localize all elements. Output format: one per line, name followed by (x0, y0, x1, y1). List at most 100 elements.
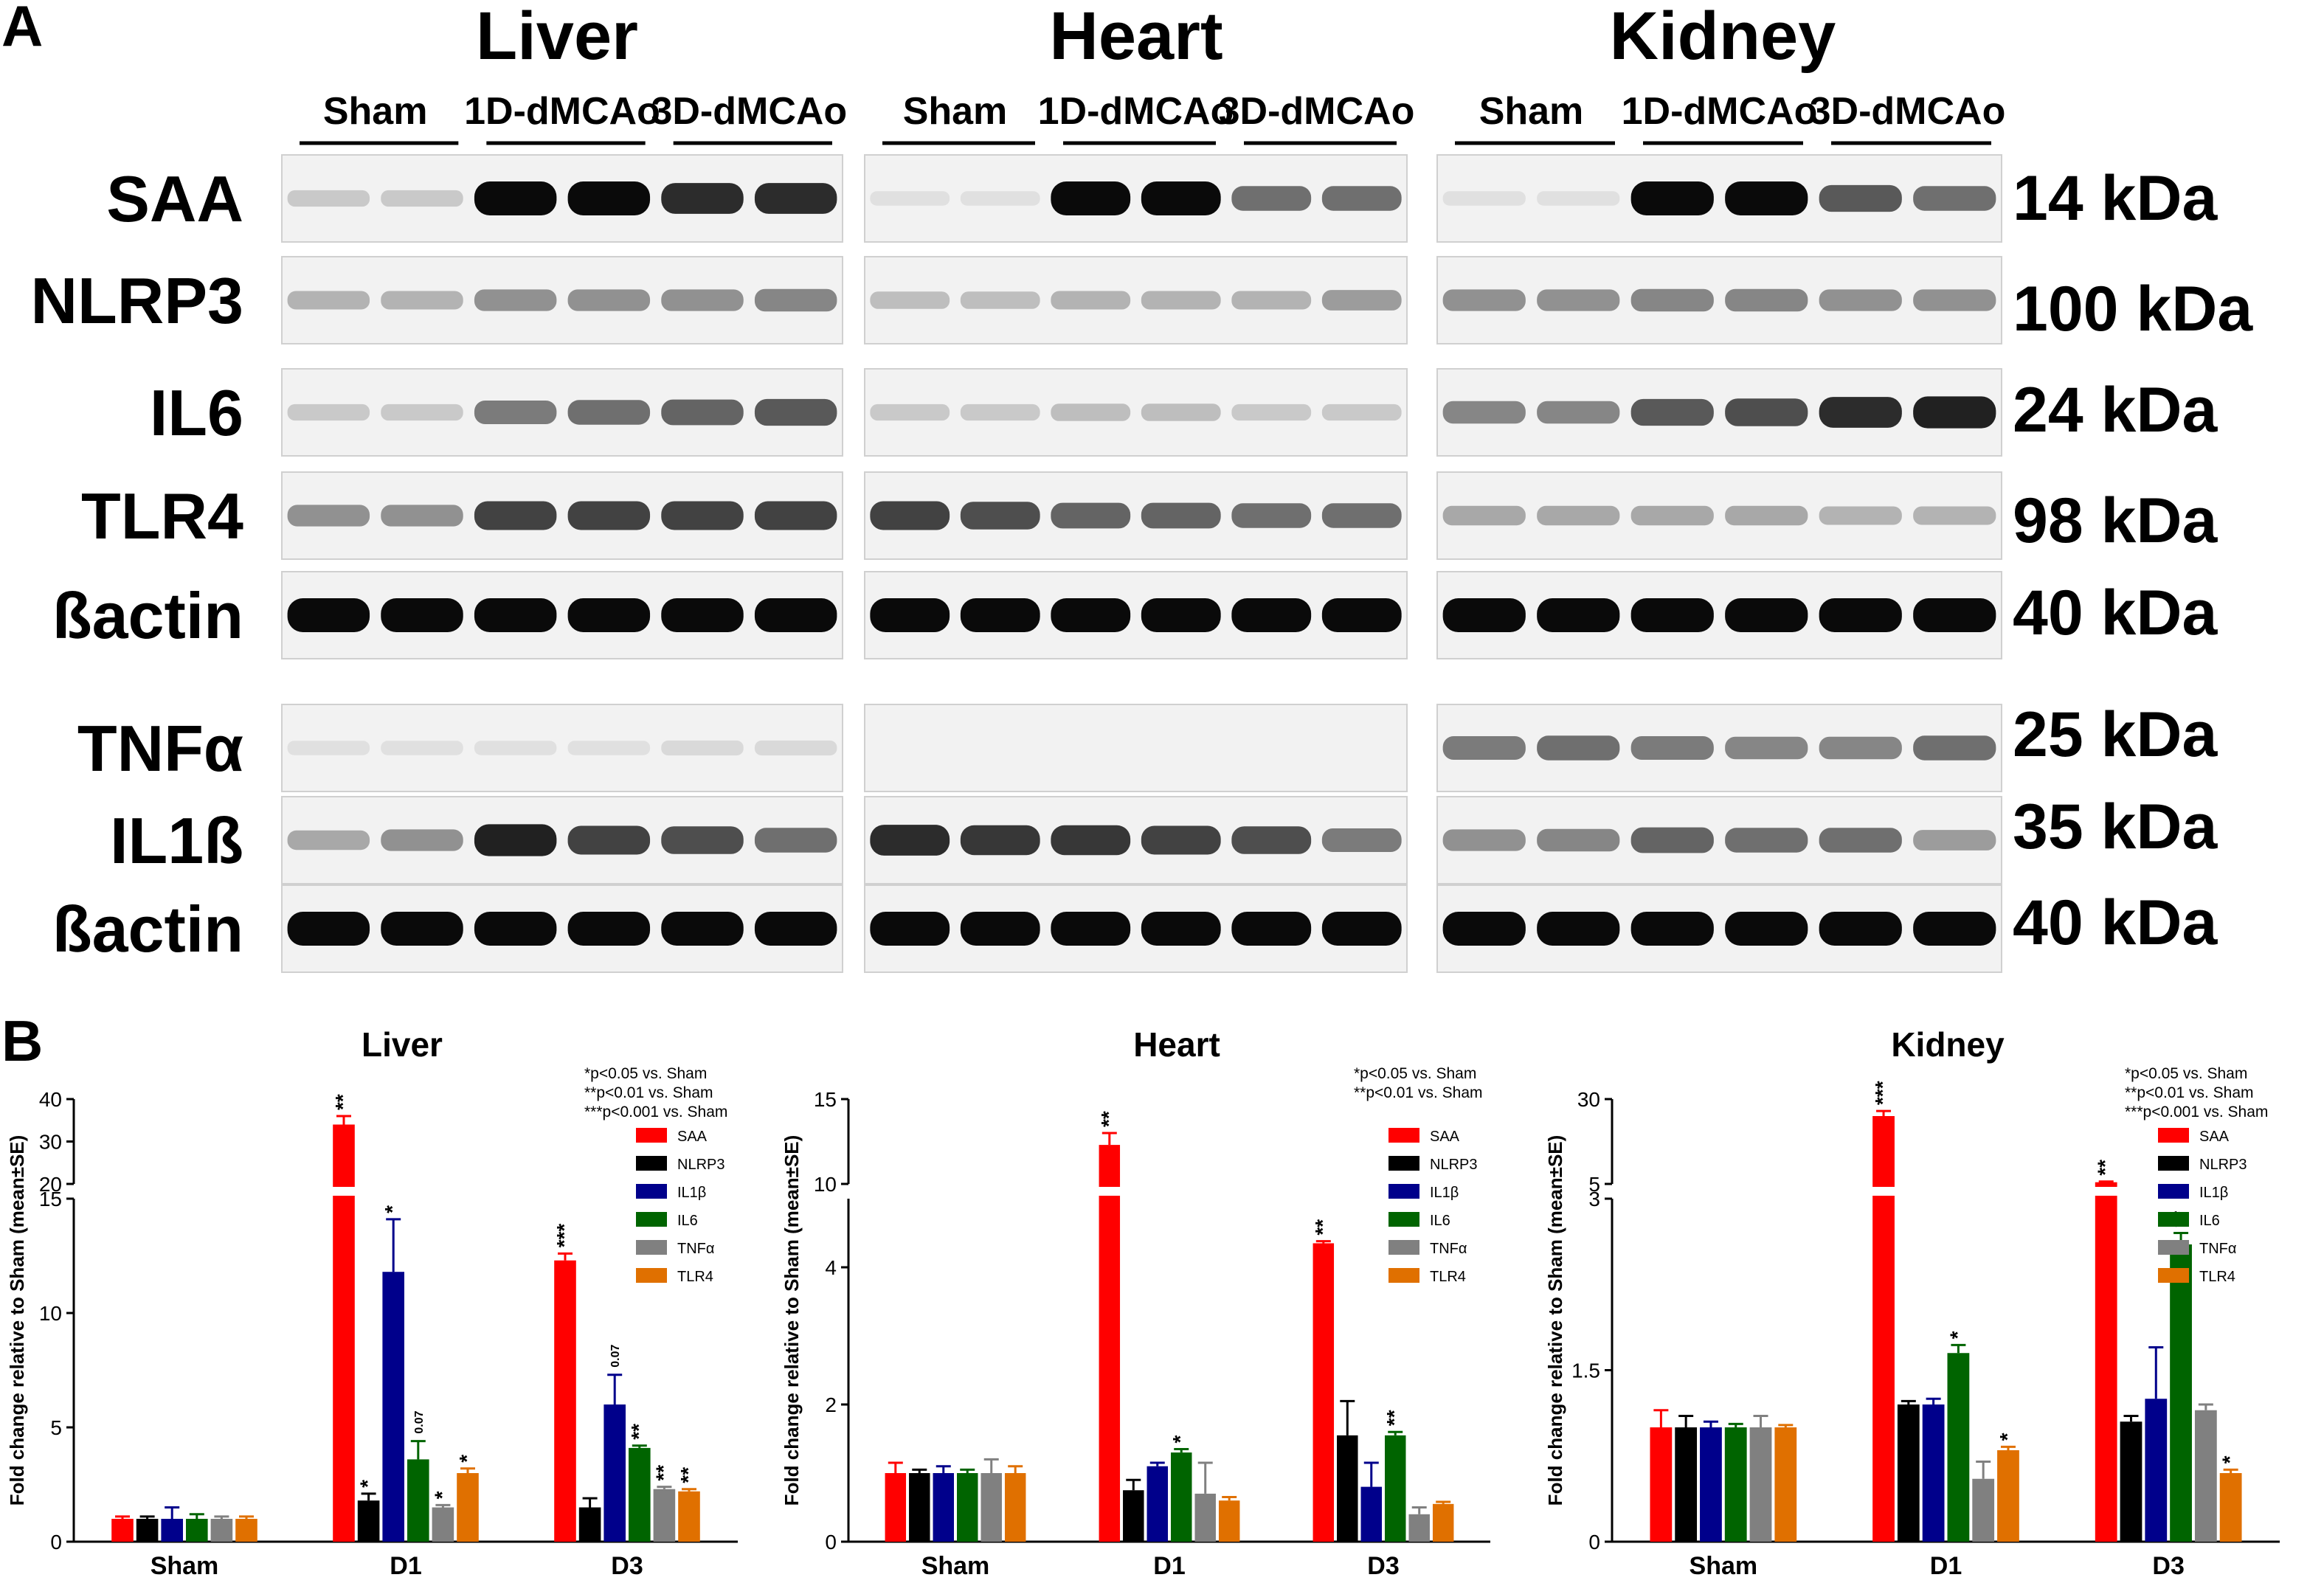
blot-band (1442, 829, 1526, 851)
x-category-label: D3 (2152, 1552, 2184, 1580)
blot-band (1913, 912, 1996, 946)
bar (1147, 1466, 1168, 1542)
y-axis-label: Fold change relative to Sham (mean±SE) (781, 1135, 803, 1506)
blot-band (567, 501, 651, 530)
bar (111, 1519, 134, 1542)
blot-band (1725, 398, 1808, 426)
bar (1650, 1427, 1673, 1542)
blot-band (1913, 598, 1996, 632)
blot-band (1725, 288, 1808, 312)
chart-title: Heart (1133, 1025, 1220, 1064)
blot-band (870, 191, 950, 206)
blot-band (661, 183, 744, 214)
legend-swatch (636, 1184, 667, 1199)
bar (2194, 1410, 2217, 1542)
y-tick-label: 20 (39, 1173, 62, 1196)
blot-band (1442, 505, 1526, 526)
legend-label: IL6 (677, 1213, 698, 1229)
blot-band (567, 741, 651, 755)
blot-strip (281, 471, 843, 560)
significance-note: ***p<0.001 vs. Sham (2125, 1104, 2268, 1120)
blot-band (1537, 505, 1620, 526)
protein-label: IL6 (150, 376, 243, 449)
blot-band (381, 403, 463, 421)
bar (1897, 1404, 1920, 1542)
axis-break (838, 1187, 1490, 1196)
blot-band (1442, 289, 1526, 311)
blot-band (1141, 912, 1221, 946)
bar (1385, 1435, 1406, 1542)
blot-band (567, 181, 651, 215)
legend-label: TNFα (2199, 1241, 2236, 1257)
blot-band (381, 598, 463, 632)
legend-swatch (636, 1212, 667, 1227)
blot-band (474, 401, 557, 424)
blot-strip (1436, 884, 2002, 973)
blot-band (1537, 735, 1620, 761)
bar (1360, 1486, 1382, 1542)
axis-break (1602, 1187, 2280, 1196)
blot-band (1913, 186, 1996, 211)
significance-label: ** (331, 1094, 354, 1110)
blot-band (287, 505, 370, 527)
legend-label: TLR4 (2199, 1269, 2235, 1285)
kda-label: 14 kDa (2013, 163, 2218, 234)
blot-band (754, 912, 837, 946)
x-category-label: Sham (151, 1552, 219, 1580)
blot-strip (1436, 704, 2002, 792)
significance-note: **p<0.01 vs. Sham (1354, 1084, 1483, 1101)
bar (382, 1272, 404, 1542)
axis-break (63, 1187, 738, 1196)
blot-strip (864, 571, 1408, 659)
bar (1947, 1353, 1970, 1542)
blot-band (1231, 826, 1312, 854)
significance-label: 0.07 (609, 1344, 622, 1367)
blot-band (1442, 598, 1526, 632)
bar (1171, 1452, 1192, 1542)
legend-label: NLRP3 (677, 1157, 724, 1173)
chart-liver: Liver Fold change relative to Sham (mean±… (6, 1025, 738, 1580)
blot-band (1630, 827, 1714, 853)
blot-band (1231, 503, 1312, 528)
x-category-label: Sham (921, 1552, 990, 1580)
y-tick-label: 15 (814, 1088, 837, 1111)
bar (235, 1519, 257, 1542)
y-tick-label: 15 (39, 1188, 62, 1210)
blot-band (1231, 403, 1312, 421)
blot-band (870, 598, 950, 632)
blot-band (754, 598, 837, 632)
y-axis-label: Fold change relative to Sham (mean±SE) (1544, 1135, 1566, 1506)
blot-band (1141, 403, 1221, 421)
blot-band (1442, 401, 1526, 424)
significance-label: *** (553, 1224, 575, 1248)
significance-label: * (381, 1205, 404, 1213)
legend-label: TLR4 (677, 1269, 713, 1285)
bar (578, 1507, 601, 1542)
blot-band (1321, 598, 1402, 632)
group-label: Sham (1479, 90, 1584, 133)
x-category-label: D1 (390, 1552, 421, 1580)
bar (457, 1473, 479, 1542)
bar (1408, 1514, 1430, 1542)
protein-label: ßactin (52, 893, 243, 966)
blot-strip (1436, 571, 2002, 659)
legend-swatch (2158, 1128, 2189, 1143)
blot-band (474, 181, 557, 215)
bar (1313, 1243, 1335, 1542)
bar (2170, 1244, 2192, 1542)
bar (1194, 1493, 1216, 1542)
significance-note: *p<0.05 vs. Sham (584, 1065, 707, 1082)
blot-band (1051, 181, 1131, 215)
legend-swatch (2158, 1268, 2189, 1283)
bar (210, 1519, 233, 1542)
bar (1004, 1473, 1026, 1542)
blot-band (1537, 289, 1620, 311)
blot-band (1141, 291, 1221, 310)
blot-band (567, 400, 651, 425)
blot-strip (1436, 154, 2002, 243)
kda-label: 25 kDa (2013, 699, 2218, 770)
x-category-label: D1 (1153, 1552, 1185, 1580)
blot-band (474, 501, 557, 530)
x-category-label: D1 (1930, 1552, 1962, 1580)
